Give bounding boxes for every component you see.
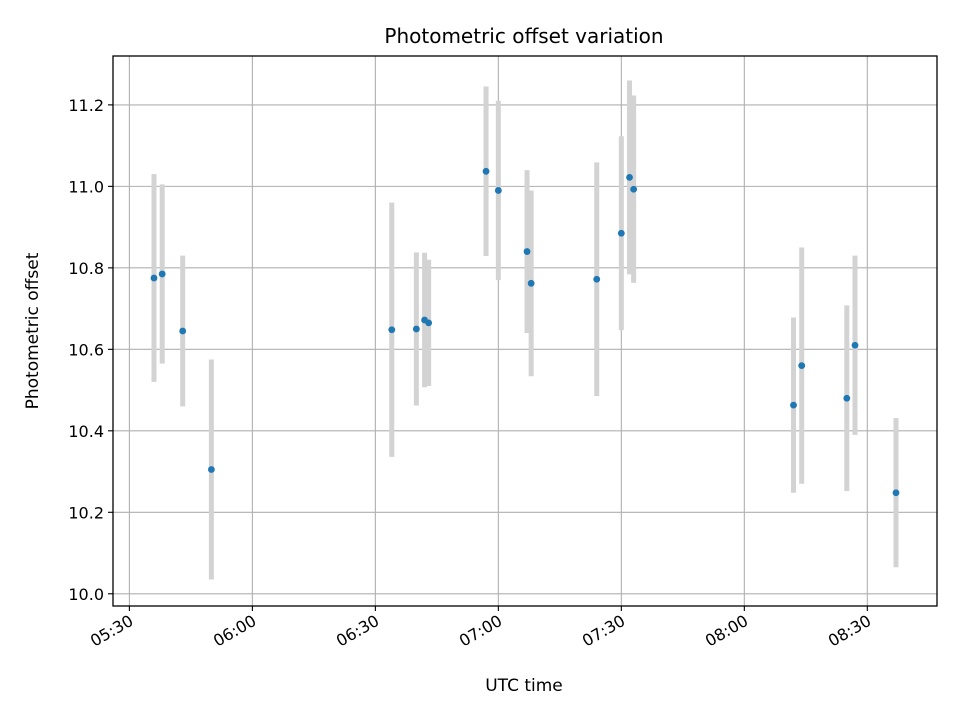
data-point: [790, 401, 797, 409]
data-point: [412, 325, 420, 333]
data-point: [630, 185, 638, 193]
y-tick-label: 11.0: [68, 177, 104, 196]
x-tick-label: 05:30: [87, 611, 136, 651]
data-point: [798, 362, 806, 370]
y-tick-label: 10.8: [68, 259, 104, 278]
data-point: [593, 275, 601, 283]
data-point: [388, 326, 396, 334]
data-point: [851, 341, 859, 349]
data-point: [617, 229, 625, 237]
y-tick-label: 11.2: [68, 96, 104, 115]
chart-title: Photometric offset variation: [384, 24, 663, 48]
data-point: [892, 489, 900, 497]
data-point: [150, 274, 158, 282]
data-point: [527, 279, 535, 287]
error-bars: [151, 80, 899, 580]
y-tick-label: 10.0: [68, 585, 104, 604]
y-axis-label: Photometric offset: [23, 252, 43, 409]
data-point: [158, 270, 166, 278]
x-tick-label: 08:30: [825, 611, 874, 651]
data-points: [150, 167, 900, 497]
y-tick-label: 10.6: [68, 340, 104, 359]
data-point: [843, 394, 851, 402]
y-tick-label: 10.2: [68, 503, 104, 522]
x-tick-label: 06:00: [210, 611, 259, 651]
data-point: [482, 167, 490, 175]
data-point: [207, 466, 215, 473]
x-tick-label: 07:00: [456, 611, 505, 651]
x-axis-ticks: 05:30 06:00 06:30 07:00 07:30 08:00 08:30: [87, 606, 874, 651]
y-axis-ticks: 10.0 10.2 10.4 10.6 10.8 11.0 11.2: [68, 96, 113, 604]
y-tick-label: 10.4: [68, 422, 104, 441]
data-point: [494, 187, 502, 194]
data-point: [425, 319, 433, 327]
data-point: [523, 248, 531, 255]
x-tick-label: 07:30: [579, 611, 628, 651]
x-tick-label: 08:00: [702, 611, 751, 651]
x-axis-label: UTC time: [485, 676, 563, 696]
x-tick-label: 06:30: [333, 611, 382, 651]
data-point: [626, 174, 633, 181]
plot-frame: [112, 55, 938, 607]
data-point: [179, 327, 187, 335]
